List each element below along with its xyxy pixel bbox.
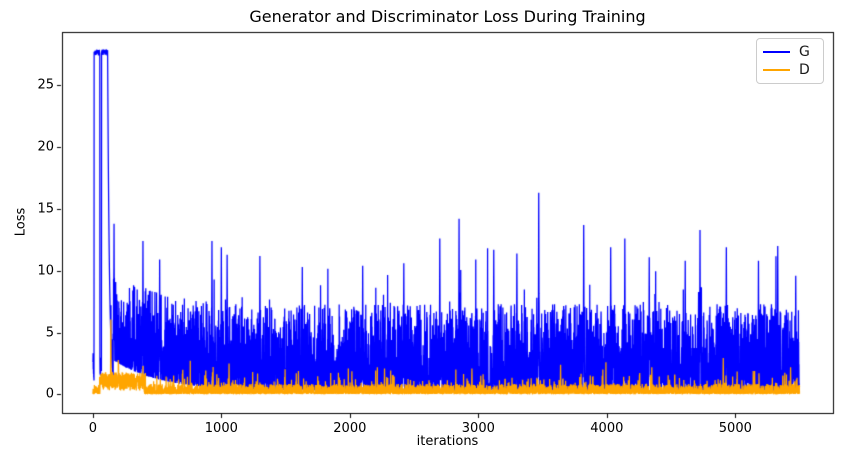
y-axis-label: Loss bbox=[13, 207, 29, 237]
y-tick-label: 0 bbox=[45, 386, 54, 402]
x-tick-label: 0 bbox=[88, 421, 97, 436]
x-tick-label: 3000 bbox=[461, 421, 495, 436]
legend: G D bbox=[756, 38, 824, 84]
chart-title: Generator and Discriminator Loss During … bbox=[249, 7, 646, 26]
y-tick-label: 5 bbox=[45, 325, 54, 341]
legend-item-g: G bbox=[763, 45, 817, 59]
y-tick-label: 15 bbox=[37, 201, 54, 217]
legend-item-d: D bbox=[763, 63, 817, 77]
legend-line-g-icon bbox=[763, 51, 790, 53]
x-tick-label: 4000 bbox=[590, 421, 624, 436]
y-tick-label: 10 bbox=[37, 263, 54, 279]
x-tick-label: 5000 bbox=[718, 421, 752, 436]
legend-line-d-icon bbox=[763, 69, 790, 71]
x-tick-label: 2000 bbox=[333, 421, 367, 436]
legend-label-d: D bbox=[799, 62, 810, 78]
y-tick-label: 20 bbox=[37, 139, 54, 155]
x-axis-label: iterations bbox=[416, 434, 479, 449]
legend-label-g: G bbox=[799, 44, 810, 60]
x-tick-label: 1000 bbox=[204, 421, 238, 436]
y-tick-label: 25 bbox=[37, 77, 54, 93]
